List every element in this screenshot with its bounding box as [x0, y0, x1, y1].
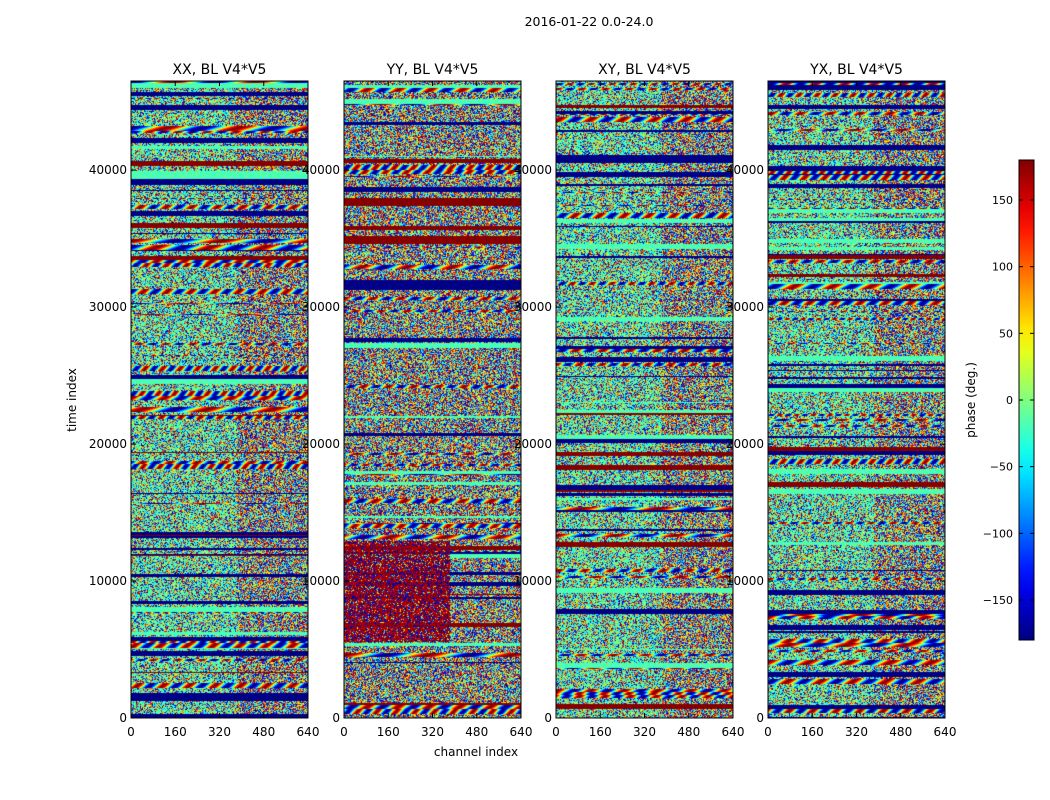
colorbar-tick-label: 150 — [992, 194, 1013, 207]
x-tick-label: 160 — [164, 725, 187, 739]
x-tick-label: 0 — [764, 725, 772, 739]
y-tick-label: 40000 — [514, 163, 552, 177]
x-tick-label: 160 — [589, 725, 612, 739]
panels: XX, BL V4*V5 0 160 320 480 640 0 10000 20000 3000… — [89, 62, 957, 739]
x-tick-label: 480 — [677, 725, 700, 739]
y-tick-label: 40000 — [302, 163, 340, 177]
x-tick-label: 320 — [845, 725, 868, 739]
x-tick-label: 640 — [297, 725, 320, 739]
x-tick-label: 160 — [377, 725, 400, 739]
x-tick-label: 0 — [340, 725, 348, 739]
colorbar-tick-label: −50 — [990, 461, 1013, 474]
panel-1: XX, BL V4*V5 0 160 320 480 640 0 10000 20000 3000… — [89, 62, 320, 739]
y-tick-label: 20000 — [726, 437, 764, 451]
y-tick-label: 0 — [756, 711, 764, 725]
colorbar: −150 −100 −50 0 50 100 150 — [983, 159, 1035, 641]
y-tick-label: 0 — [332, 711, 340, 725]
x-tick-label: 0 — [552, 725, 560, 739]
x-tick-label: 320 — [633, 725, 656, 739]
colorbar-label: phase (deg.) — [964, 362, 978, 438]
x-tick-label: 320 — [208, 725, 231, 739]
panel-title: XX, BL V4*V5 — [173, 62, 267, 78]
heatmap-image-4 — [768, 81, 945, 718]
heatmap-image-3 — [556, 81, 733, 718]
x-tick-label: 640 — [510, 725, 533, 739]
x-tick-label: 480 — [889, 725, 912, 739]
colorbar-tick-label: 50 — [999, 327, 1013, 340]
y-tick-label: 10000 — [89, 574, 127, 588]
y-tick-label: 20000 — [302, 437, 340, 451]
heatmap-image-1 — [131, 81, 308, 718]
y-tick-label: 30000 — [726, 300, 764, 314]
panel-title: XY, BL V4*V5 — [598, 62, 691, 78]
y-tick-label: 10000 — [302, 574, 340, 588]
panel-4: YX, BL V4*V5 0 160 320 480 640 0 10000 20000 3000… — [726, 62, 957, 739]
y-tick-label: 10000 — [514, 574, 552, 588]
x-tick-label: 0 — [127, 725, 135, 739]
y-tick-label: 0 — [119, 711, 127, 725]
y-tick-label: 20000 — [89, 437, 127, 451]
y-tick-label: 40000 — [89, 163, 127, 177]
panel-title: YY, BL V4*V5 — [386, 62, 479, 78]
colorbar-tick-label: −150 — [983, 594, 1013, 607]
y-tick-label: 30000 — [89, 300, 127, 314]
x-tick-label: 640 — [934, 725, 957, 739]
x-tick-label: 480 — [252, 725, 275, 739]
y-tick-label: 30000 — [302, 300, 340, 314]
y-tick-label: 30000 — [514, 300, 552, 314]
figure-suptitle: 2016-01-22 0.0-24.0 — [525, 14, 654, 29]
panel-2: YY, BL V4*V5 0 160 320 480 640 0 10000 20000 3000… — [302, 62, 533, 739]
heatmap-image-2 — [344, 81, 521, 718]
y-tick-label: 0 — [544, 711, 552, 725]
colorbar-tick-label: 0 — [1006, 394, 1013, 407]
x-tick-label: 160 — [801, 725, 824, 739]
x-tick-label: 480 — [465, 725, 488, 739]
colorbar-tick-label: 100 — [992, 261, 1013, 274]
y-axis-label: time index — [65, 368, 79, 432]
colorbar-tick-label: −100 — [983, 527, 1013, 540]
panel-title: YX, BL V4*V5 — [809, 62, 903, 78]
y-tick-label: 20000 — [514, 437, 552, 451]
x-tick-label: 640 — [722, 725, 745, 739]
y-tick-label: 40000 — [726, 163, 764, 177]
panel-3: XY, BL V4*V5 0 160 320 480 640 0 10000 20000 3000… — [514, 62, 745, 739]
x-axis-label: channel index — [434, 745, 518, 759]
y-tick-label: 10000 — [726, 574, 764, 588]
x-tick-label: 320 — [421, 725, 444, 739]
